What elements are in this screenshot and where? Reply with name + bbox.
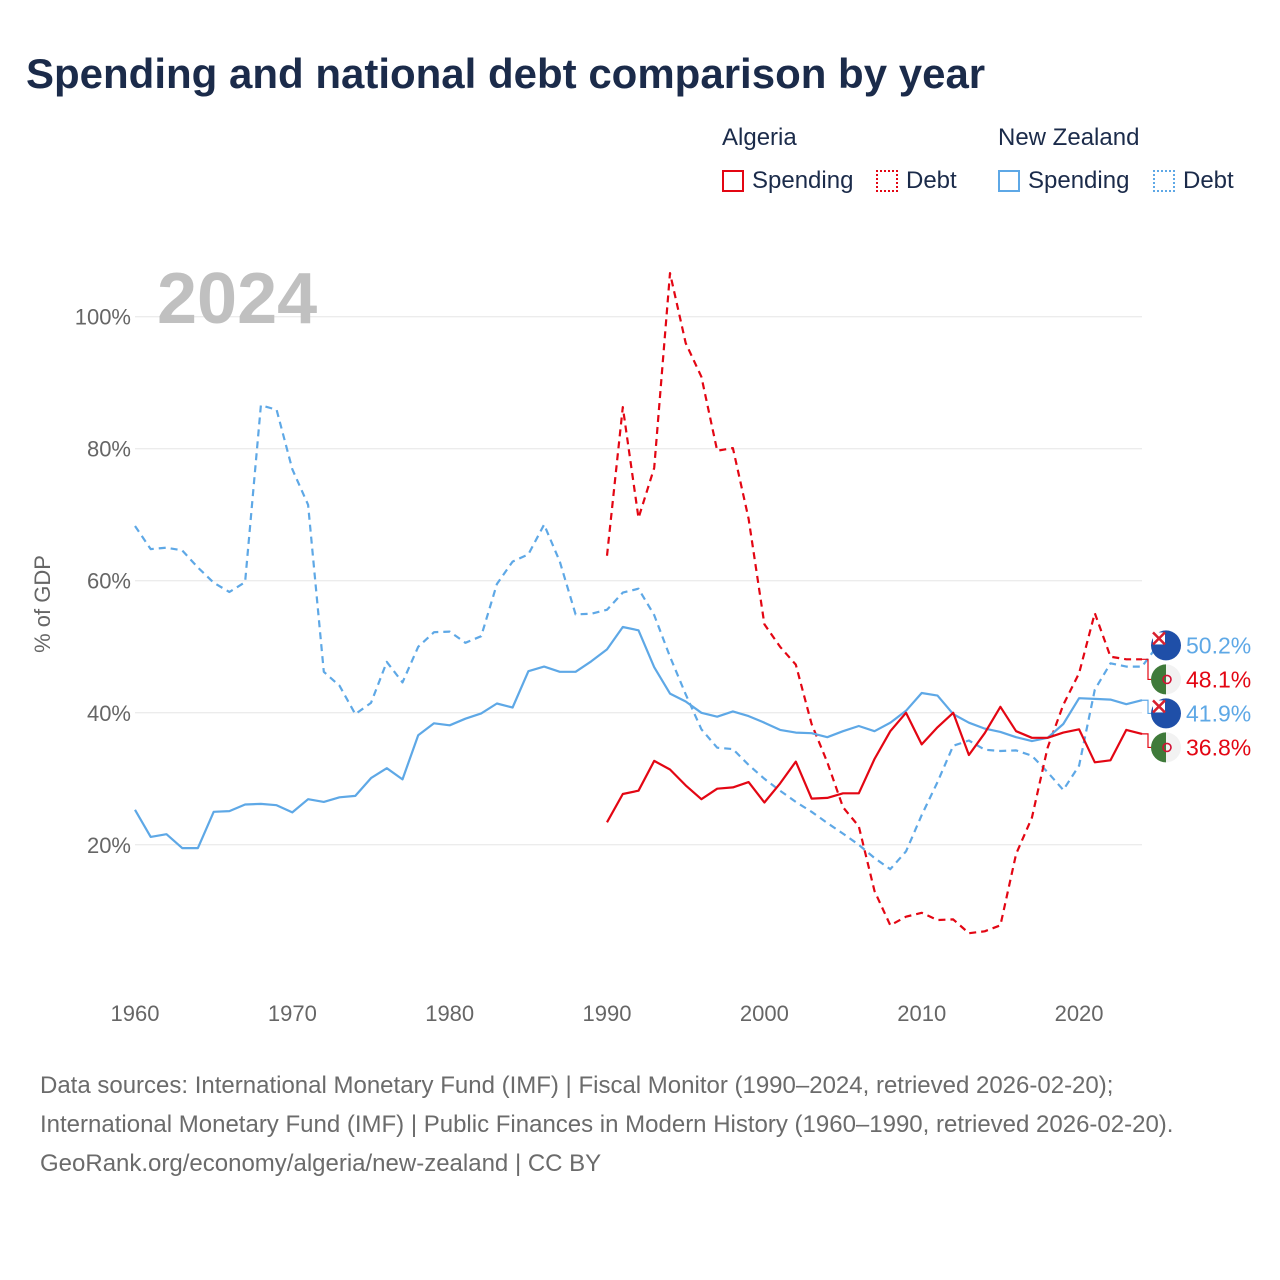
label-connector (1142, 658, 1151, 681)
algeria-flag-green (1151, 664, 1166, 695)
x-axis-ticks: 1960 1970 1980 1990 2000 2010 2020 (111, 1001, 1104, 1026)
algeria-debt-line (605, 272, 1142, 935)
legend-label: Spending (752, 167, 854, 194)
legend-group-new-zealand: New Zealand (998, 124, 1140, 151)
x-tick-label: 2000 (740, 1001, 789, 1026)
y-tick-label: 40% (87, 701, 131, 726)
x-tick-label: 2020 (1055, 1001, 1104, 1026)
legend-item-algeria-spending[interactable]: Spending (722, 166, 853, 196)
union-jack-cross (1152, 699, 1166, 714)
series-lines (134, 272, 1159, 935)
legend-group-algeria: Algeria (722, 124, 797, 151)
credit-link[interactable]: GeoRank.org/economy/algeria/new-zealand … (40, 1150, 602, 1177)
x-tick-label: 2010 (897, 1001, 946, 1026)
x-tick-label: 1980 (425, 1001, 474, 1026)
y-axis-label: % of GDP (30, 555, 55, 653)
gridlines (135, 316, 1142, 846)
legend-label: Debt (906, 167, 957, 194)
label-connector (1142, 699, 1151, 715)
legend-item-algeria-debt[interactable]: Debt (876, 166, 957, 196)
solid-line-swatch-icon (722, 170, 744, 192)
new-zealand-debt-line (134, 404, 1159, 871)
algeria-spending-line (606, 705, 1143, 823)
end-value-label: 48.1% (1186, 666, 1251, 692)
new-zealand-spending-line (134, 625, 1143, 850)
end-value-label: 41.9% (1186, 700, 1251, 726)
legend-item-new-zealand-spending[interactable]: Spending (998, 166, 1129, 196)
y-tick-label: 60% (87, 569, 131, 594)
year-watermark: 2024 (157, 259, 317, 339)
algeria-flag-green (1151, 732, 1166, 763)
line-chart: 2024 % of GDP 20%40%60%80%100% 1960 1970 1… (30, 259, 1251, 1026)
x-tick-label: 1970 (268, 1001, 317, 1026)
chart-title: Spending and national debt comparison by… (26, 50, 986, 97)
legend-item-new-zealand-debt[interactable]: Debt (1153, 166, 1234, 196)
dotted-line-swatch-icon (876, 170, 898, 192)
algeria-crescent (1162, 742, 1172, 753)
algeria-crescent (1162, 674, 1172, 685)
data-sources: Data sources: International Monetary Fun… (40, 1072, 1174, 1138)
solid-line-swatch-icon (998, 170, 1020, 192)
y-tick-label: 80% (87, 437, 131, 462)
x-tick-label: 1960 (111, 1001, 160, 1026)
legend-label: Spending (1028, 167, 1130, 194)
footer: Data sources: International Monetary Fun… (40, 1066, 1240, 1183)
legend-label: Debt (1183, 167, 1234, 194)
y-tick-label: 20% (87, 833, 131, 858)
union-jack-cross (1152, 631, 1166, 646)
y-tick-label: 100% (75, 305, 131, 330)
end-value-label: 50.2% (1186, 632, 1251, 658)
x-tick-label: 1990 (583, 1001, 632, 1026)
y-axis-ticks: 20% 40% 60% 80% 100% (75, 305, 131, 858)
end-value-label: 36.8% (1186, 734, 1251, 760)
dotted-line-swatch-icon (1153, 170, 1175, 192)
end-labels: 50.2% 48.1% 41.9% 36.8% (1142, 630, 1251, 763)
label-connector (1142, 733, 1151, 749)
